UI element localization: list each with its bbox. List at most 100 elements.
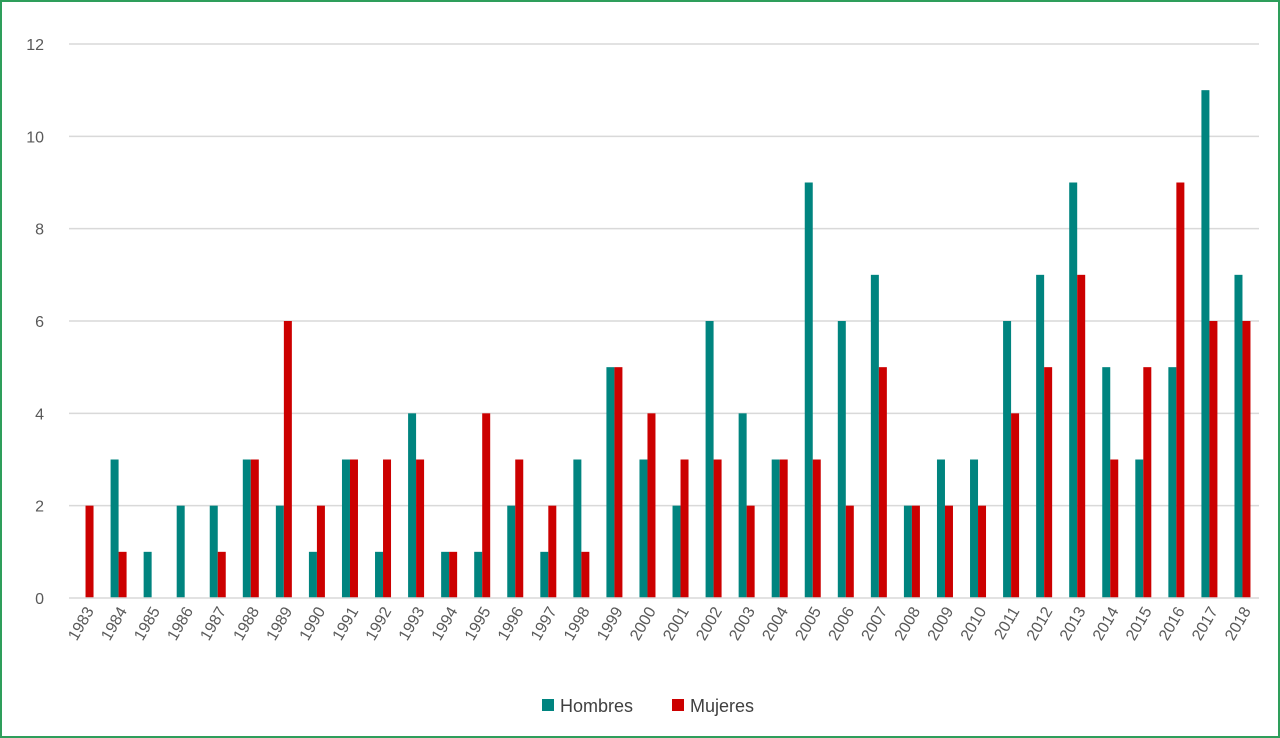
bar-hombres	[176, 505, 185, 598]
bar-hombres	[275, 505, 284, 598]
x-tick-label: 2007	[859, 604, 892, 643]
bar-hombres	[1168, 367, 1177, 598]
bar-mujeres	[878, 367, 887, 598]
bar-mujeres	[383, 459, 392, 598]
x-tick-label: 1990	[297, 604, 330, 643]
x-tick-label: 1993	[396, 604, 429, 643]
bar-mujeres	[515, 459, 524, 598]
bar-mujeres	[1044, 367, 1053, 598]
x-tick-label: 2005	[793, 604, 826, 643]
bar-hombres	[705, 321, 714, 598]
bar-mujeres	[1143, 367, 1152, 598]
bar-mujeres	[1209, 321, 1218, 598]
bars	[85, 90, 1251, 599]
bar-hombres	[771, 459, 780, 598]
x-tick-label: 2017	[1189, 604, 1222, 643]
x-tick-label: 2003	[726, 604, 759, 643]
bar-hombres	[672, 505, 681, 598]
x-tick-label: 1992	[363, 604, 396, 643]
bar-hombres	[540, 551, 549, 598]
bar-hombres	[639, 459, 648, 598]
x-tick-label: 2002	[693, 604, 726, 643]
bar-mujeres	[85, 505, 94, 598]
x-tick-label: 1989	[264, 604, 297, 643]
x-tick-label: 2013	[1057, 604, 1090, 643]
bar-mujeres	[250, 459, 259, 598]
y-tick-label: 10	[26, 129, 44, 146]
bar-hombres	[308, 551, 317, 598]
x-tick-label: 2008	[892, 604, 925, 643]
bar-hombres	[970, 459, 979, 598]
x-tick-label: 2004	[759, 604, 792, 643]
x-tick-label: 2011	[991, 604, 1023, 642]
bar-mujeres	[283, 321, 292, 598]
bar-mujeres	[746, 505, 755, 598]
legend-item-hombres: Hombres	[542, 696, 633, 716]
bar-hombres	[242, 459, 251, 598]
bar-hombres	[1003, 321, 1012, 598]
bar-hombres	[474, 551, 483, 598]
bar-mujeres	[416, 459, 425, 598]
bar-mujeres	[581, 551, 590, 598]
x-tick-label: 2000	[627, 604, 660, 643]
x-tick-label: 1995	[462, 604, 495, 643]
x-tick-label: 1987	[198, 604, 231, 643]
bar-mujeres	[647, 413, 656, 598]
bar-mujeres	[614, 367, 623, 598]
x-tick-label: 1991	[330, 604, 363, 643]
bar-hombres	[110, 459, 119, 598]
bar-mujeres	[217, 551, 226, 598]
x-tick-label: 2009	[925, 604, 958, 643]
bar-mujeres	[449, 551, 458, 598]
bar-mujeres	[944, 505, 953, 598]
bar-hombres	[408, 413, 417, 598]
bar-hombres	[143, 551, 152, 598]
legend-label: Mujeres	[690, 696, 754, 716]
x-tick-label: 1986	[164, 604, 197, 643]
bar-mujeres	[316, 505, 325, 598]
gridlines	[69, 43, 1259, 507]
bar-mujeres	[1242, 321, 1251, 598]
x-tick-label: 1996	[495, 604, 528, 643]
bar-mujeres	[1110, 459, 1119, 598]
legend: Hombres Mujeres	[542, 696, 754, 716]
y-tick-label: 2	[35, 499, 44, 516]
x-tick-label: 2001	[660, 604, 693, 643]
x-tick-label: 1998	[561, 604, 594, 643]
bar-mujeres	[812, 459, 821, 598]
bar-mujeres	[482, 413, 491, 598]
y-axis-ticks: 0 2 4 6 8 10 12	[26, 37, 44, 608]
x-tick-label: 1988	[231, 604, 264, 643]
legend-swatch	[542, 699, 554, 711]
bar-hombres	[804, 182, 813, 598]
x-tick-label: 2016	[1156, 604, 1189, 643]
bar-hombres	[870, 274, 879, 598]
bar-hombres	[573, 459, 582, 598]
x-tick-label: 1999	[594, 604, 627, 643]
y-tick-label: 8	[35, 222, 44, 239]
y-tick-label: 6	[35, 314, 44, 331]
x-tick-label: 1984	[98, 604, 131, 643]
bar-mujeres	[845, 505, 854, 598]
bar-hombres	[1234, 274, 1243, 598]
bar-hombres	[738, 413, 747, 598]
x-axis-ticks: 1983 1984 1985 1986 1987 1988 1989 1990 1991 1992…	[65, 604, 1255, 643]
bar-hombres	[341, 459, 350, 598]
bar-mujeres	[911, 505, 920, 598]
x-tick-label: 2012	[1024, 604, 1057, 643]
y-tick-label: 0	[35, 591, 44, 608]
x-tick-label: 2014	[1090, 604, 1123, 643]
bar-mujeres	[713, 459, 722, 598]
bar-mujeres	[680, 459, 689, 598]
x-tick-label: 1983	[65, 604, 98, 643]
x-tick-label: 2015	[1123, 604, 1156, 643]
legend-item-mujeres: Mujeres	[672, 696, 754, 716]
bar-mujeres	[1077, 274, 1086, 598]
bar-hombres	[209, 505, 218, 598]
bar-hombres	[1201, 90, 1210, 599]
x-tick-label: 2006	[826, 604, 859, 643]
bar-hombres	[1036, 274, 1045, 598]
bar-hombres	[507, 505, 516, 598]
